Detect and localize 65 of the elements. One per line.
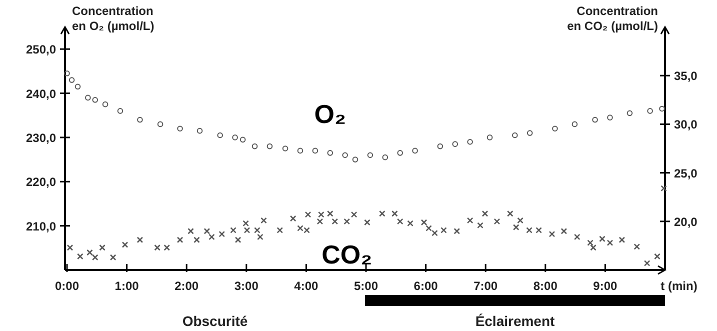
point — [397, 150, 403, 156]
y-tick-label: 210,0 — [26, 219, 56, 234]
x-tick-label: 1:00 — [114, 279, 140, 293]
point — [526, 130, 533, 136]
x-tick-label: 7:00 — [474, 279, 498, 293]
y-tick-label: 220,0 — [26, 175, 56, 190]
point — [117, 108, 124, 114]
point — [437, 143, 444, 150]
point — [102, 101, 108, 108]
point — [467, 138, 473, 145]
point — [240, 136, 246, 143]
x-tick-label: 8:00 — [533, 279, 558, 293]
series-label: O₂ — [314, 98, 346, 129]
y-axis-title: Concentration en O₂ (µmol/L) — [72, 4, 154, 33]
point — [312, 148, 318, 154]
y2-tick-label: 35,0 — [674, 69, 698, 84]
point — [592, 116, 598, 123]
point — [196, 128, 203, 134]
point — [297, 148, 304, 154]
x-axis-title: t (min) — [660, 279, 698, 293]
point — [367, 152, 374, 158]
point — [157, 121, 164, 128]
x-tick-label: 3:00 — [234, 279, 259, 293]
point — [512, 132, 518, 138]
x-tick-label: 4:00 — [294, 279, 319, 293]
point — [659, 106, 665, 112]
y2-tick-label: 30,0 — [674, 118, 698, 132]
point — [85, 94, 91, 101]
y2-tick-label: 25,0 — [674, 166, 698, 180]
point — [266, 143, 273, 150]
point — [217, 132, 223, 138]
x-tick-label: 0:00 — [54, 279, 80, 293]
x-tick-label: 2:00 — [174, 279, 199, 293]
point — [177, 126, 183, 132]
y-tick-label: 230,0 — [26, 130, 56, 145]
point — [342, 152, 348, 158]
point — [607, 114, 613, 120]
x-tick-label: 9:00 — [593, 279, 618, 293]
point — [626, 110, 633, 116]
y2-axis-title: Concentration en CO₂ (µmol/L) — [567, 4, 658, 33]
point — [68, 77, 75, 83]
point — [252, 143, 258, 150]
point — [282, 146, 288, 152]
point — [92, 97, 98, 103]
y2-tick-label: 20,0 — [674, 214, 698, 229]
point — [352, 156, 358, 162]
point — [64, 70, 70, 76]
point — [74, 84, 81, 90]
y-tick-label: 240,0 — [26, 86, 56, 101]
point — [232, 134, 238, 140]
point — [647, 108, 653, 114]
point — [137, 116, 143, 123]
point — [412, 148, 418, 154]
y-tick-label: 250,0 — [26, 42, 56, 57]
x-tick-label: 6:00 — [414, 279, 438, 293]
point — [486, 134, 493, 140]
point — [572, 121, 578, 128]
text: Obscurité — [182, 313, 248, 329]
x-tick-label: 5:00 — [354, 279, 378, 293]
point — [382, 154, 388, 160]
text: Éclairement — [475, 313, 556, 329]
point — [552, 126, 558, 132]
point — [327, 150, 334, 156]
point — [452, 141, 458, 147]
series-label: CO₂ — [322, 239, 372, 270]
